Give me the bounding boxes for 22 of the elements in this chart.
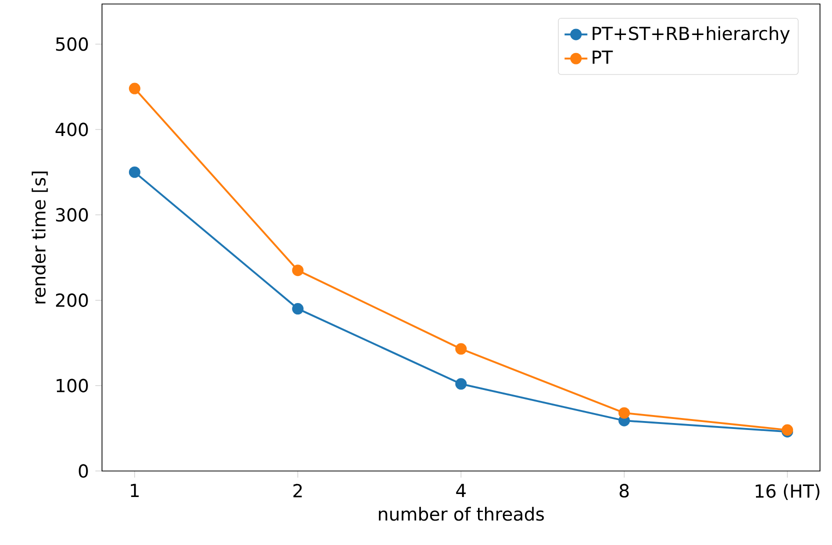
legend-label: PT xyxy=(592,50,613,64)
legend-label: PT+ST+RB+hierarchy xyxy=(592,26,790,44)
x-tick-label: 16 (HT) xyxy=(756,484,820,500)
y-tick-label: 100 xyxy=(56,378,88,392)
y-tick-label: 0 xyxy=(78,464,88,478)
x-axis-title: number of threads xyxy=(378,506,544,521)
point xyxy=(128,166,140,178)
y-tick-label: 300 xyxy=(56,208,88,222)
point xyxy=(292,303,304,315)
y-tick-label: 500 xyxy=(56,37,88,51)
y-tick-label: 200 xyxy=(56,293,88,308)
point xyxy=(455,343,467,355)
point xyxy=(618,407,630,419)
x-tick-label: 1 xyxy=(130,484,139,498)
point xyxy=(128,82,140,94)
x-tick-label: 8 xyxy=(620,484,629,498)
x-tick-label: 2 xyxy=(293,484,302,498)
y-tick-label: 400 xyxy=(56,122,88,136)
point xyxy=(292,264,304,276)
point xyxy=(455,378,467,390)
x-tick-label: 4 xyxy=(456,484,466,498)
y-axis-title: render time [s] xyxy=(32,172,48,304)
